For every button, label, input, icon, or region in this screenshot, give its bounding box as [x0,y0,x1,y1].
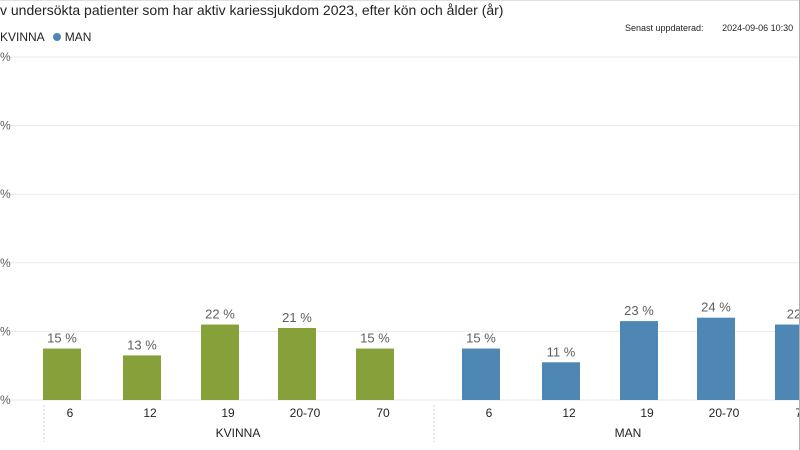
last-updated-label: Senast uppdaterad: [625,23,704,33]
legend-item-kvinna[interactable]: KVINNA [0,30,45,44]
y-tick-label: % [0,324,11,338]
x-tick-label: 70 [795,406,800,420]
x-tick-label: 19 [221,406,235,420]
last-updated: Senast uppdaterad: 2024-09-06 10:30 [625,23,793,33]
x-tick-label: 20-70 [709,406,740,420]
x-tick-label: 19 [640,406,654,420]
data-label: 22 [787,307,800,322]
data-label: 22 % [205,307,235,322]
legend-label-man: MAN [64,30,92,44]
bar [542,362,580,400]
y-tick-label: % [0,393,11,407]
bar [278,327,316,400]
y-tick-label: % [0,50,11,64]
bar [201,324,239,400]
legend-item-man[interactable]: MAN [51,30,92,44]
data-label: 11 % [547,344,576,359]
bar [620,321,658,400]
y-tick-label: % [0,256,11,270]
chart-title: v undersökta patienter som har aktiv kar… [0,2,504,18]
bar [697,317,735,400]
bar [43,348,81,400]
data-label: 24 % [701,300,731,315]
x-tick-label: 12 [143,406,157,420]
y-tick-label: % [0,119,11,133]
x-tick-label: 6 [486,406,493,420]
data-label: 15 % [466,331,496,346]
x-tick-label: 6 [67,406,74,420]
data-label: 23 % [624,303,654,318]
legend-label-kvinna: KVINNA [0,30,45,44]
data-label: 15 % [360,331,390,346]
data-label: 21 % [282,310,312,325]
x-tick-label: 70 [376,406,390,420]
x-tick-label: 12 [562,406,576,420]
data-label: 13 % [127,337,157,352]
data-label: 15 % [47,331,77,346]
bar [123,355,161,400]
group-label: KVINNA [216,426,261,440]
y-tick-label: % [0,187,11,201]
group-label: MAN [615,426,642,440]
legend-dot-man [52,33,61,41]
bar [356,348,394,400]
bar [462,348,500,400]
legend: KVINNA MAN [0,30,97,44]
last-updated-value: 2024-09-06 10:30 [722,23,794,33]
bar [775,324,800,400]
top-border [0,0,800,1]
x-tick-label: 20-70 [290,406,321,420]
